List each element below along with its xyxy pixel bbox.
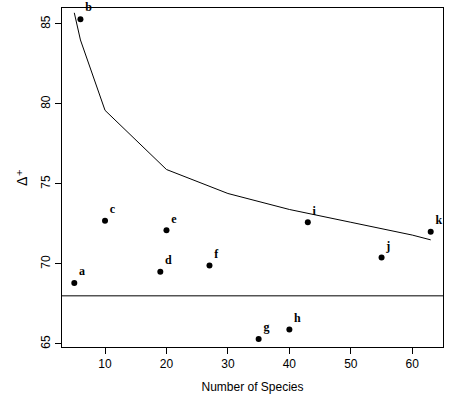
svg-text:10: 10 (98, 357, 112, 371)
svg-text:80: 80 (39, 95, 53, 109)
svg-text:a: a (79, 264, 85, 278)
svg-text:20: 20 (160, 357, 174, 371)
svg-text:60: 60 (406, 357, 420, 371)
svg-text:c: c (110, 202, 116, 216)
svg-text:d: d (165, 253, 172, 267)
svg-text:k: k (435, 213, 442, 227)
svg-text:i: i (313, 204, 317, 218)
svg-text:50: 50 (344, 357, 358, 371)
svg-text:e: e (171, 212, 177, 226)
svg-text:65: 65 (39, 335, 53, 349)
svg-text:85: 85 (39, 15, 53, 29)
svg-text:h: h (294, 311, 301, 325)
svg-text:b: b (85, 0, 92, 14)
svg-text:Number of Species: Number of Species (201, 380, 303, 394)
svg-text:Δ⁺: Δ⁺ (14, 169, 30, 186)
svg-text:40: 40 (283, 357, 297, 371)
svg-text:g: g (263, 320, 269, 334)
svg-text:70: 70 (39, 255, 53, 269)
svg-text:75: 75 (39, 175, 53, 189)
svg-text:j: j (385, 239, 390, 253)
svg-text:30: 30 (221, 357, 235, 371)
svg-text:f: f (214, 247, 219, 261)
